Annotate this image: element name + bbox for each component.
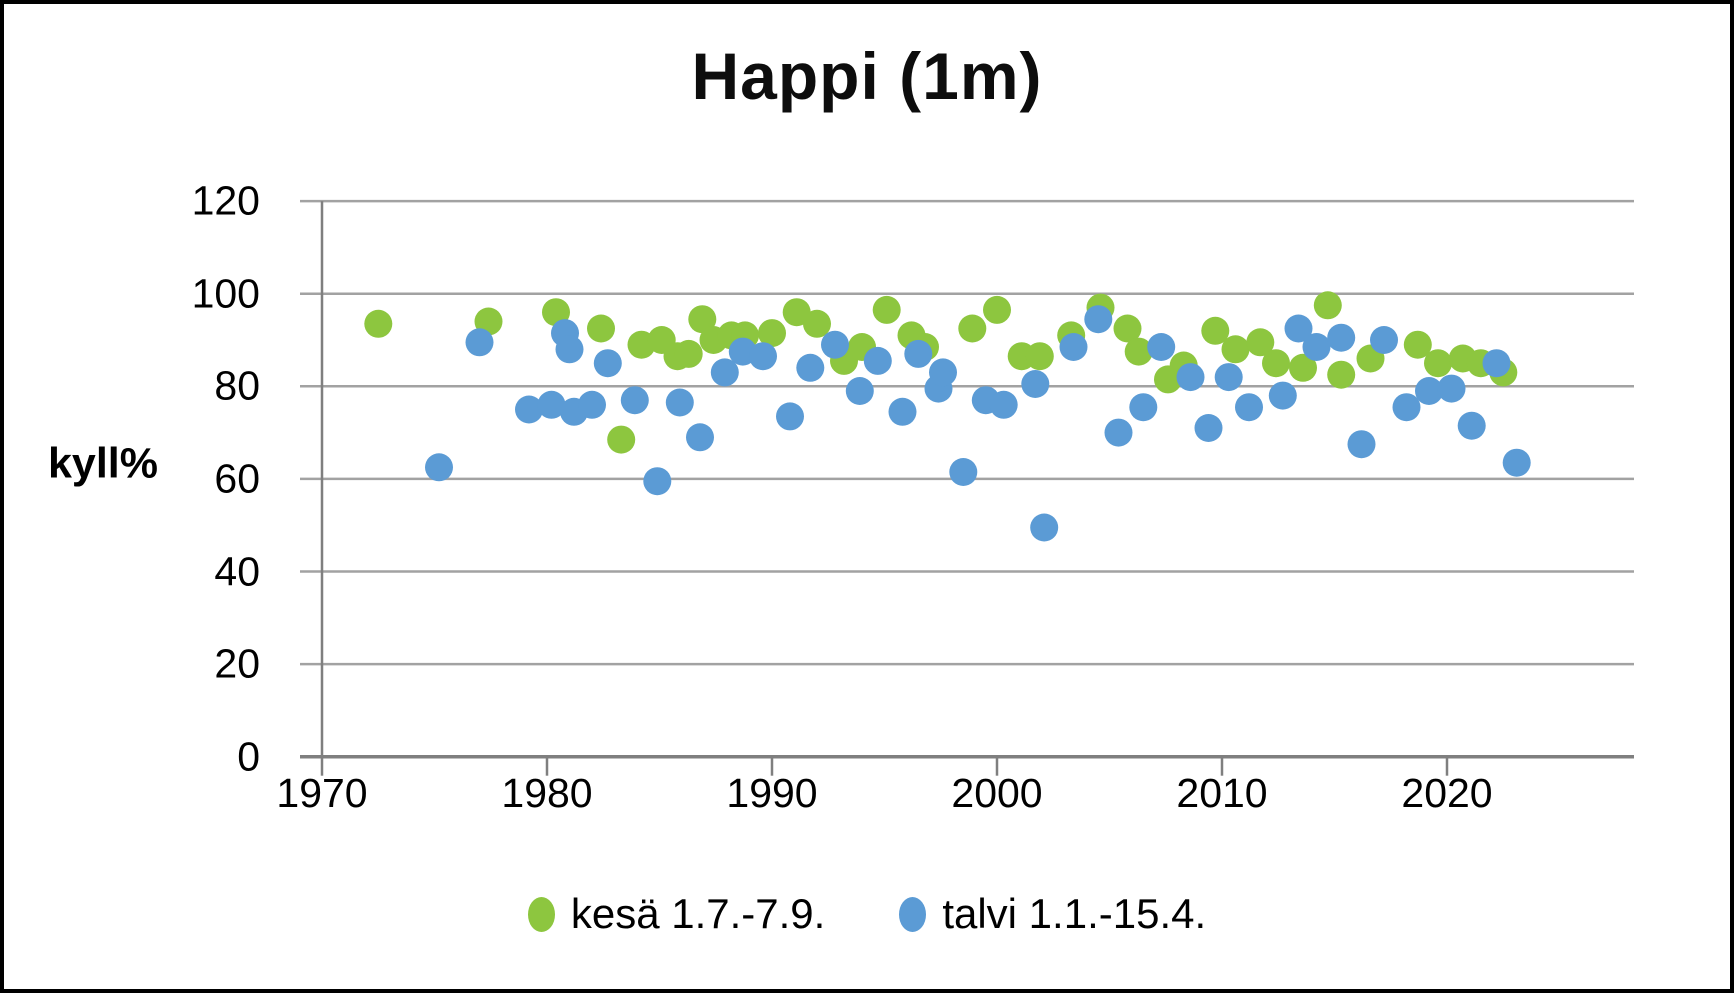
y-axis-title: kyll% bbox=[48, 439, 158, 488]
y-tick-label-0: 0 bbox=[237, 733, 260, 780]
plot-area bbox=[300, 199, 1634, 776]
data-point-talvi bbox=[515, 395, 543, 424]
data-point-kesa bbox=[1262, 349, 1290, 378]
data-point-talvi bbox=[821, 330, 849, 359]
data-point-talvi bbox=[989, 390, 1018, 419]
x-tick-label-1980: 1980 bbox=[501, 770, 593, 816]
data-point-talvi bbox=[1392, 393, 1421, 422]
data-point-talvi bbox=[1502, 448, 1531, 477]
y-tick-label-120: 120 bbox=[191, 177, 260, 224]
data-point-talvi bbox=[749, 342, 777, 371]
legend-label-kesa: kesä 1.7.-7.9. bbox=[570, 890, 826, 937]
data-point-kesa bbox=[803, 309, 831, 338]
data-point-talvi bbox=[1030, 513, 1059, 542]
data-point-kesa bbox=[587, 314, 615, 343]
data-point-kesa bbox=[983, 295, 1011, 324]
data-point-talvi bbox=[1302, 333, 1331, 361]
x-tick-label-1970: 1970 bbox=[276, 770, 368, 816]
data-point-kesa bbox=[758, 319, 786, 348]
data-point-kesa bbox=[688, 305, 717, 334]
x-tick-label-2010: 2010 bbox=[1176, 770, 1268, 816]
data-point-talvi bbox=[537, 390, 566, 419]
data-point-kesa bbox=[1113, 314, 1142, 343]
data-point-talvi bbox=[863, 346, 892, 375]
data-point-talvi bbox=[1415, 377, 1443, 405]
data-point-talvi bbox=[776, 402, 804, 431]
y-tick-label-100: 100 bbox=[191, 270, 260, 317]
data-point-talvi bbox=[1214, 363, 1243, 392]
data-point-talvi bbox=[1347, 430, 1376, 459]
data-point-talvi bbox=[686, 423, 714, 452]
data-point-kesa bbox=[364, 309, 393, 338]
data-point-talvi bbox=[1147, 333, 1176, 361]
data-point-talvi bbox=[1104, 418, 1133, 447]
talvi-series-marker-icon bbox=[899, 896, 927, 932]
data-point-kesa bbox=[542, 298, 570, 327]
data-point-talvi bbox=[1059, 333, 1088, 361]
data-point-kesa bbox=[1201, 316, 1230, 345]
data-point-kesa bbox=[607, 425, 636, 454]
data-point-talvi bbox=[578, 390, 606, 419]
data-point-talvi bbox=[845, 377, 874, 405]
data-point-kesa bbox=[1246, 328, 1275, 357]
data-point-kesa bbox=[1313, 291, 1342, 320]
data-point-talvi bbox=[1021, 370, 1050, 398]
legend-item-talvi: talvi 1.1.-15.4. bbox=[899, 890, 1206, 938]
data-point-talvi bbox=[796, 353, 825, 382]
data-point-talvi bbox=[1268, 381, 1297, 410]
data-point-talvi bbox=[1482, 349, 1511, 378]
data-point-talvi bbox=[1129, 393, 1158, 422]
data-point-kesa bbox=[1327, 360, 1356, 389]
y-tick-label-20: 20 bbox=[214, 640, 260, 687]
data-point-talvi bbox=[555, 335, 584, 364]
data-point-kesa bbox=[1221, 335, 1250, 364]
legend-label-talvi: talvi 1.1.-15.4. bbox=[942, 890, 1207, 937]
legend: kesä 1.7.-7.9. talvi 1.1.-15.4. bbox=[4, 890, 1730, 938]
data-point-kesa bbox=[1289, 353, 1317, 382]
data-point-talvi bbox=[643, 467, 672, 496]
data-point-talvi bbox=[710, 358, 739, 387]
data-point-talvi bbox=[1457, 411, 1486, 440]
data-point-talvi bbox=[1194, 414, 1223, 442]
data-point-talvi bbox=[1370, 326, 1398, 354]
data-point-talvi bbox=[1284, 314, 1313, 343]
data-point-kesa bbox=[958, 314, 987, 343]
data-point-talvi bbox=[888, 397, 917, 426]
data-point-talvi bbox=[425, 453, 453, 482]
data-point-kesa bbox=[1124, 337, 1153, 366]
data-point-talvi bbox=[904, 339, 933, 368]
data-point-talvi bbox=[593, 349, 622, 378]
kesa-series-marker-icon bbox=[527, 896, 555, 932]
y-tick-label-40: 40 bbox=[214, 548, 260, 594]
data-point-talvi bbox=[465, 328, 494, 357]
x-tick-label-1990: 1990 bbox=[726, 770, 818, 816]
data-point-kesa bbox=[1403, 330, 1432, 359]
y-tick-label-80: 80 bbox=[214, 362, 260, 409]
data-point-talvi bbox=[1327, 323, 1356, 352]
x-tick-label-2000: 2000 bbox=[951, 770, 1043, 816]
chart-title: Happi (1m) bbox=[691, 39, 1043, 113]
data-point-talvi bbox=[929, 358, 957, 387]
data-point-talvi bbox=[620, 386, 649, 415]
data-point-talvi bbox=[1235, 393, 1263, 422]
data-point-talvi bbox=[1437, 374, 1466, 403]
data-point-kesa bbox=[1424, 349, 1452, 378]
x-tick-label-2020: 2020 bbox=[1401, 770, 1493, 816]
data-point-talvi bbox=[1176, 363, 1205, 392]
data-point-kesa bbox=[872, 295, 901, 324]
data-point-kesa bbox=[782, 298, 811, 327]
data-point-talvi bbox=[665, 388, 694, 417]
data-point-kesa bbox=[1025, 342, 1054, 371]
legend-item-kesa: kesä 1.7.-7.9. bbox=[527, 890, 826, 938]
data-point-talvi bbox=[1084, 305, 1113, 334]
data-point-kesa bbox=[674, 339, 703, 368]
y-tick-label-60: 60 bbox=[214, 455, 260, 502]
data-point-talvi bbox=[949, 458, 978, 486]
